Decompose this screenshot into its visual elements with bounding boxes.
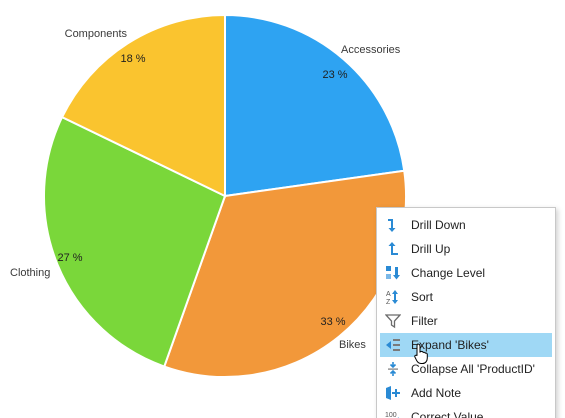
menu-item-expand[interactable]: Expand 'Bikes': [380, 333, 552, 357]
pie-slice-accessories[interactable]: [224, 13, 406, 198]
context-menu: Drill Down Drill Up Change Level A Z Sor…: [376, 207, 556, 418]
svg-text:A: A: [386, 291, 391, 298]
menu-item-label: Filter: [411, 314, 438, 328]
menu-item-label: Drill Down: [411, 218, 466, 232]
expand-icon: [386, 339, 400, 351]
filter-icon: [385, 314, 401, 329]
collapse-all-icon: [388, 362, 398, 376]
add-note-icon: [386, 386, 400, 400]
percent-label-clothing: 27 %: [57, 252, 82, 264]
menu-item-change-level[interactable]: Change Level: [380, 261, 552, 285]
menu-item-label: Sort: [411, 290, 434, 304]
menu-item-correct-value[interactable]: 100 Correct Value: [380, 405, 552, 418]
menu-item-label: Expand 'Bikes': [411, 338, 489, 352]
pie-slice-clothing[interactable]: [43, 115, 227, 368]
percent-label-bikes: 33 %: [320, 316, 345, 328]
menu-item-label: Collapse All 'ProductID': [411, 362, 535, 376]
drill-down-icon: [388, 219, 396, 232]
category-label-components: Components: [65, 28, 128, 40]
category-label-bikes: Bikes: [339, 339, 366, 351]
menu-item-label: Change Level: [411, 266, 486, 280]
percent-label-components: 18 %: [120, 53, 145, 65]
percent-label-accessories: 23 %: [322, 69, 347, 81]
menu-item-label: Drill Up: [411, 242, 451, 256]
menu-item-add-note[interactable]: Add Note: [380, 381, 552, 405]
menu-item-sort[interactable]: A Z Sort: [380, 285, 552, 309]
svg-text:Z: Z: [386, 299, 391, 305]
category-label-accessories: Accessories: [341, 44, 401, 56]
sort-az-icon: A Z: [386, 290, 398, 305]
menu-item-label: Add Note: [411, 386, 462, 400]
correct-value-icon: 100: [385, 412, 399, 418]
drill-up-icon: [388, 242, 398, 255]
change-level-icon: [386, 266, 400, 280]
menu-item-filter[interactable]: Filter: [380, 309, 552, 333]
mouse-cursor-icon: [414, 343, 428, 364]
menu-item-drill-up[interactable]: Drill Up: [380, 237, 552, 261]
svg-text:100: 100: [385, 412, 397, 418]
menu-item-collapse-all[interactable]: Collapse All 'ProductID': [380, 357, 552, 381]
pie-labels: Accessories 23 % Bikes 33 % Clothing 27 % Comp…: [10, 28, 401, 351]
pie-slice-components[interactable]: [60, 13, 226, 198]
pie-slices: [43, 13, 407, 378]
menu-item-label: Correct Value: [411, 410, 484, 418]
category-label-clothing: Clothing: [10, 267, 50, 279]
menu-item-drill-down[interactable]: Drill Down: [380, 213, 552, 237]
